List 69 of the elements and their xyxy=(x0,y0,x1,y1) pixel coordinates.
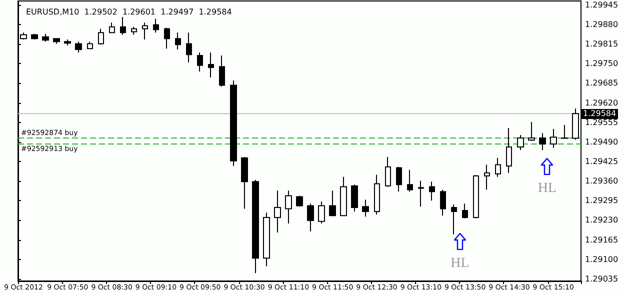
candlestick xyxy=(274,190,281,234)
text: EURUSD,M10 1.29502 1.29601 1.29497 1.29584 xyxy=(26,8,232,16)
y-tick-label: 1.29295 xyxy=(585,196,618,206)
candlestick xyxy=(539,132,546,151)
candlestick xyxy=(186,32,192,63)
y-tick-label: 1.29815 xyxy=(585,40,618,49)
candlestick xyxy=(98,28,104,46)
candlestick xyxy=(561,124,568,140)
candlestick xyxy=(53,38,60,44)
y-tick-label: 1.29230 xyxy=(585,216,618,225)
ref-line-label: 1.29584 xyxy=(581,108,618,119)
candlestick xyxy=(484,164,490,190)
annotation: HL xyxy=(536,180,558,198)
candlestick xyxy=(241,156,248,210)
y-tick-label: 1.29685 xyxy=(585,78,618,88)
candlestick xyxy=(153,18,159,34)
candlestick xyxy=(451,204,457,235)
candlestick xyxy=(164,27,170,50)
candlestick xyxy=(351,184,358,212)
y-tick-label: 1.29035 xyxy=(585,274,618,284)
candlestick xyxy=(495,157,501,178)
candlestick xyxy=(252,179,259,274)
candlestick xyxy=(219,54,225,88)
candlestick xyxy=(31,33,38,40)
y-tick-label: 1.29620 xyxy=(585,98,618,108)
y-tick-label: 1.29880 xyxy=(585,20,618,29)
y-tick-label: 1.29750 xyxy=(585,59,618,68)
candlestick xyxy=(572,108,579,140)
y-tick-label: 1.29360 xyxy=(585,176,618,186)
y-tick-label: 1.29425 xyxy=(585,156,618,166)
candlestick xyxy=(75,41,82,53)
candlestick xyxy=(418,180,424,208)
candlestick xyxy=(197,52,203,72)
candlestick xyxy=(318,201,325,224)
candlestick xyxy=(329,190,336,216)
candlestick xyxy=(263,212,270,267)
candlestick xyxy=(473,174,479,219)
candlestick xyxy=(374,174,380,215)
candlestick xyxy=(517,134,524,151)
candlestick xyxy=(296,195,303,208)
candlestick xyxy=(87,41,93,50)
candlestick xyxy=(506,128,512,174)
y-tick-label: 1.29555 xyxy=(585,118,618,127)
y-tick-label: 1.29100 xyxy=(585,254,618,264)
candlestick xyxy=(462,203,468,219)
candlestick xyxy=(396,166,402,192)
candlestick xyxy=(64,39,71,46)
candlestick xyxy=(307,203,314,232)
candlestick xyxy=(528,122,535,142)
candlestick xyxy=(385,156,391,188)
candlestick xyxy=(131,26,137,36)
candlestick xyxy=(429,181,435,202)
candlestick xyxy=(42,33,49,42)
candlestick xyxy=(440,189,446,216)
candlestick xyxy=(120,16,126,36)
candlestick xyxy=(208,52,214,78)
y-tick-label: 1.29490 xyxy=(585,137,618,146)
candlestick xyxy=(109,22,115,34)
candlestick xyxy=(550,128,557,148)
y-tick-label: 1.29945 xyxy=(585,0,618,10)
candlestick xyxy=(175,32,181,50)
annotation: HL xyxy=(450,255,470,274)
candlestick xyxy=(340,176,347,216)
candlestick xyxy=(230,80,237,166)
candlestick xyxy=(407,169,413,192)
candlestick xyxy=(142,22,148,40)
candlestick xyxy=(285,190,292,224)
y-tick-label: 1.29165 xyxy=(585,235,618,244)
candlestick xyxy=(362,199,369,218)
